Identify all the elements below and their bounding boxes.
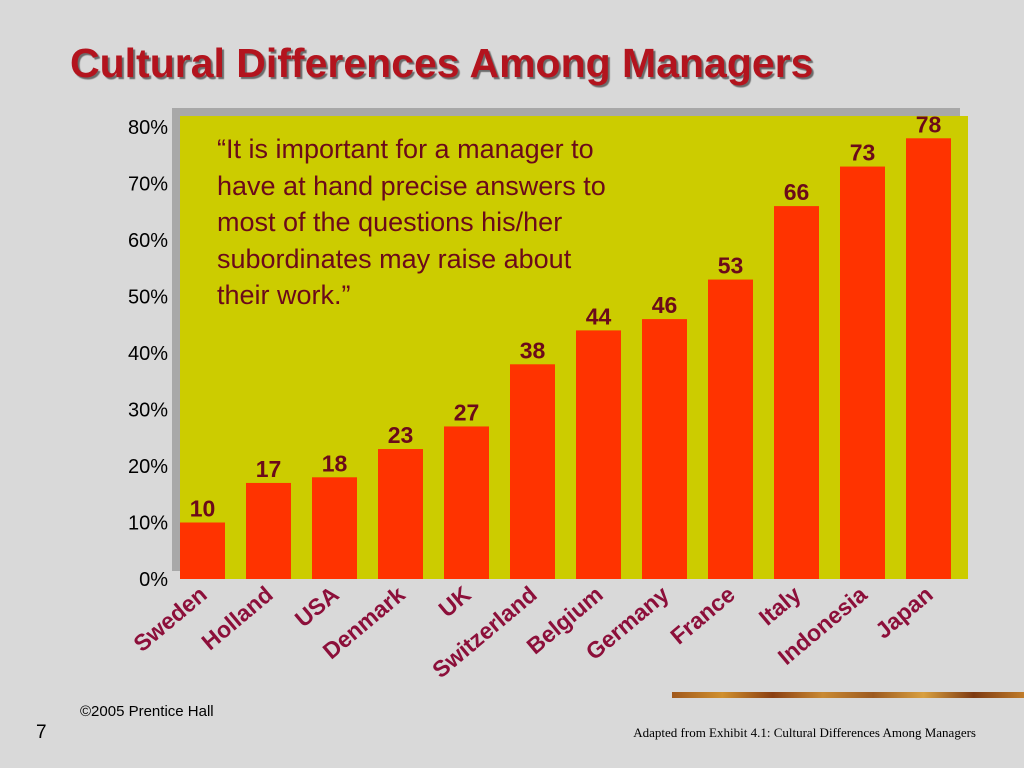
y-tick-label: 50% — [128, 287, 168, 309]
category-label: France — [665, 581, 740, 649]
plot-area — [180, 116, 968, 579]
chart-quote: “It is important for a manager to have a… — [217, 134, 606, 310]
slide-title: Cultural Differences Among Managers — [70, 40, 814, 86]
y-tick-label: 80% — [128, 117, 168, 139]
y-tick-label: 60% — [128, 230, 168, 252]
y-tick-label: 20% — [128, 456, 168, 478]
data-label: 66 — [784, 179, 810, 205]
data-label: 44 — [586, 303, 612, 329]
y-tick-label: 70% — [128, 174, 168, 196]
y-tick-label: 0% — [139, 569, 168, 591]
bar-uk — [444, 426, 489, 579]
data-label: 17 — [256, 456, 282, 482]
data-labels: 10 17 18 23 27 38 44 46 53 66 73 78 — [190, 111, 942, 521]
y-tick-label: 40% — [128, 343, 168, 365]
bar-belgium — [576, 330, 621, 579]
data-label: 73 — [850, 140, 876, 166]
category-label: Holland — [196, 581, 277, 655]
data-label: 38 — [520, 337, 546, 363]
category-label: Sweden — [128, 581, 211, 657]
data-label: 18 — [322, 450, 348, 476]
category-label: Japan — [870, 581, 938, 644]
bar-germany — [642, 319, 687, 579]
data-label: 78 — [916, 111, 942, 137]
bar-switzerland — [510, 364, 555, 579]
bar-usa — [312, 477, 357, 579]
decorative-strip — [672, 692, 1024, 698]
category-label: Italy — [754, 581, 806, 631]
source-note: Adapted from Exhibit 4.1: Cultural Diffe… — [633, 725, 976, 740]
bars — [180, 138, 951, 580]
bar-indonesia — [840, 166, 885, 580]
bar-chart: 0% 10% 20% 30% 40% 50% 60% 70% 80% 10 17 18 23 27 38 4… — [128, 108, 968, 683]
data-label: 23 — [388, 422, 414, 448]
bar-holland — [246, 482, 291, 579]
y-tick-label: 10% — [128, 513, 168, 535]
bar-denmark — [378, 449, 423, 579]
data-label: 27 — [454, 399, 480, 425]
bar-japan — [906, 138, 951, 580]
bar-sweden — [180, 522, 225, 579]
y-tick-label: 30% — [128, 400, 168, 422]
bar-italy — [774, 206, 819, 579]
page-number: 7 — [36, 722, 47, 743]
category-label: UK — [434, 581, 476, 623]
copyright-text: ©2005 Prentice Hall — [80, 703, 214, 720]
bar-france — [708, 279, 753, 579]
y-axis: 0% 10% 20% 30% 40% 50% 60% 70% 80% — [128, 117, 168, 591]
category-label: USA — [290, 581, 344, 632]
data-label: 53 — [718, 253, 744, 279]
data-label: 46 — [652, 292, 678, 318]
data-label: 10 — [190, 496, 216, 522]
